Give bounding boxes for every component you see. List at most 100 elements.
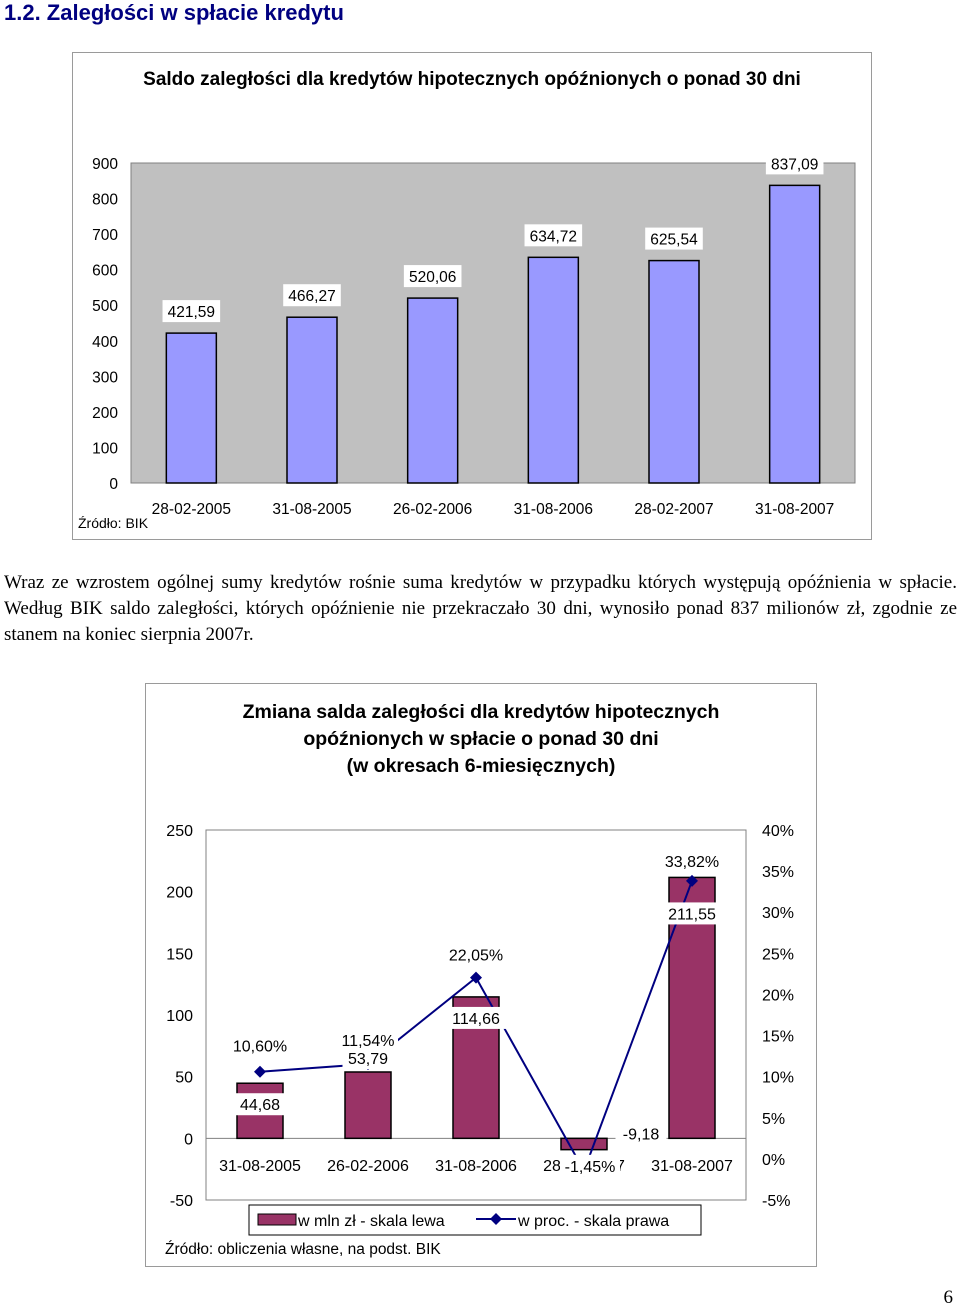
line-data-label-bg (338, 1029, 398, 1052)
bar (768, 184, 821, 484)
line-data-label: 10,60% (233, 1039, 287, 1056)
chart2-plot: -50 0 50 100 150 200 250 -5% 0% 5% 10% 15% 20% 25% 30%… (166, 823, 794, 1236)
y-tick-label: 200 (92, 405, 118, 422)
y-right-tick-label: 20% (762, 987, 794, 1004)
data-label: 634,72 (530, 228, 577, 245)
line-data-label-bg (662, 849, 722, 872)
line-marker (254, 1065, 266, 1078)
x-tick-label: 31-08-2005 (219, 1158, 301, 1175)
y-tick-label: 100 (92, 440, 118, 457)
y-tick-label: 600 (92, 263, 118, 280)
y-right-tick-label: 10% (762, 1070, 794, 1087)
line-data-label-bg (560, 1154, 620, 1177)
bar-data-label-bg (615, 1122, 667, 1145)
line-data-label-bg (446, 943, 506, 966)
section-heading: 1.2. Zaległości w spłacie kredytu (4, 0, 344, 25)
balance-chart: Saldo zaległości dla kredytów hipoteczny… (72, 52, 872, 540)
bar (560, 1137, 608, 1151)
legend-swatch-marker (490, 1213, 502, 1225)
y-tick-label: 900 (92, 156, 118, 173)
bar-data-label-bg (342, 1046, 394, 1069)
y-right-tick-label: 30% (762, 905, 794, 922)
legend: w mln zł - skala lewa w proc. - skala pra… (248, 1204, 702, 1236)
y-right-tick-label: 15% (762, 1029, 794, 1046)
data-label-bg (645, 227, 703, 250)
legend-swatch-bar (257, 1213, 297, 1226)
y-tick-label: 700 (92, 227, 118, 244)
bar (344, 1071, 392, 1140)
x-tick-label: 31-08-2005 (272, 501, 351, 518)
line-marker (470, 971, 482, 984)
data-label-bg (162, 300, 221, 323)
data-label: 520,06 (409, 269, 456, 286)
x-tick-label: 31-08-2006 (514, 501, 593, 518)
chart1-title: Saldo zaległości dla kredytów hipoteczny… (143, 69, 801, 90)
bar (406, 297, 459, 484)
data-label: 625,54 (650, 232, 698, 249)
legend-label-bars: w mln zł - skala lewa (297, 1213, 445, 1230)
x-tick-label: 28-02-2007 (634, 501, 713, 518)
data-label: 837,09 (771, 156, 818, 173)
chart2-title-line-1: Zmiana salda zaległości dla kredytów hip… (242, 701, 720, 723)
legend-label-line: w proc. - skala prawa (517, 1213, 669, 1230)
chart2-title-line-2: opóźnionych w spłacie o ponad 30 dni (303, 728, 659, 750)
chart2-title: Zmiana salda zaległości dla kredytów hip… (146, 699, 816, 780)
chart1-plot: 0 100 200 300 400 500 600 700 800 900 421,59 28-02-… (92, 152, 856, 518)
x-tick-label: 26-02-2006 (327, 1158, 409, 1175)
line-data-label: 11,54% (341, 1033, 394, 1050)
line-data-label: -1,45% (565, 1159, 616, 1176)
y-left-tick-label: 150 (166, 946, 193, 963)
x-tick-label: 31-08-2006 (435, 1158, 517, 1175)
chart2-source: Źródło: obliczenia własne, na podst. BIK (165, 1241, 441, 1258)
bar (286, 316, 338, 484)
line-marker (686, 874, 698, 887)
bar-data-label-bg (234, 1093, 286, 1116)
y-left-tick-label: 0 (184, 1131, 193, 1148)
body-paragraph: Wraz ze wzrostem ogólnej sumy kredytów r… (4, 572, 957, 645)
y-left-tick-label: 250 (166, 823, 193, 840)
plot-area (130, 162, 856, 484)
y-tick-label: 0 (109, 476, 118, 493)
data-label-bg (403, 265, 462, 288)
bar-data-label-bg (446, 1006, 506, 1029)
bar (527, 256, 580, 484)
line-data-label-bg (230, 1034, 290, 1057)
x-tick-label: 31-08-2007 (755, 501, 834, 518)
chart2-title-line-3: (w okresach 6-miesięcznych) (346, 755, 616, 777)
y-right-tick-label: 25% (762, 946, 794, 963)
y-left-tick-label: 100 (166, 1008, 193, 1025)
x-tick-label: 26-02-2006 (393, 501, 472, 518)
bar (648, 259, 700, 484)
bar-data-label: 53,79 (348, 1051, 388, 1068)
bar-data-label-bg (662, 902, 722, 925)
y-right-tick-label: 5% (762, 1111, 785, 1128)
y-left-tick-label: 200 (166, 885, 193, 902)
data-label-bg (524, 224, 583, 247)
change-chart: Zmiana salda zaległości dla kredytów hip… (145, 683, 817, 1267)
data-label-bg (283, 284, 341, 307)
line-data-label: 33,82% (665, 854, 719, 871)
bar-data-label: -9,18 (623, 1127, 660, 1144)
x-tick-label: 31-08-2007 (651, 1158, 733, 1175)
line-data-label: 22,05% (449, 948, 503, 965)
y-left-tick-label: 50 (175, 1070, 193, 1087)
y-tick-label: 400 (92, 334, 118, 351)
data-label: 466,27 (288, 288, 335, 305)
page-number: 6 (943, 1287, 954, 1308)
data-label-bg (765, 152, 824, 175)
y-tick-label: 500 (92, 298, 118, 315)
chart1-source: Źródło: BIK (78, 515, 149, 531)
y-tick-label: 800 (92, 192, 118, 209)
y-right-tick-label: -5% (762, 1193, 790, 1210)
bar-data-label: 211,55 (668, 906, 716, 923)
y-right-tick-label: 40% (762, 823, 794, 840)
y-right-tick-label: 35% (762, 864, 794, 881)
legend-box (248, 1204, 702, 1236)
y-right-tick-label: 0% (762, 1152, 785, 1169)
bar-data-label: 44,68 (240, 1097, 280, 1114)
x-tick-label: 28-02-2005 (152, 501, 231, 518)
data-label: 421,59 (168, 304, 215, 321)
bar (165, 332, 218, 484)
y-left-tick-label: -50 (170, 1193, 193, 1210)
y-tick-label: 300 (92, 369, 118, 386)
